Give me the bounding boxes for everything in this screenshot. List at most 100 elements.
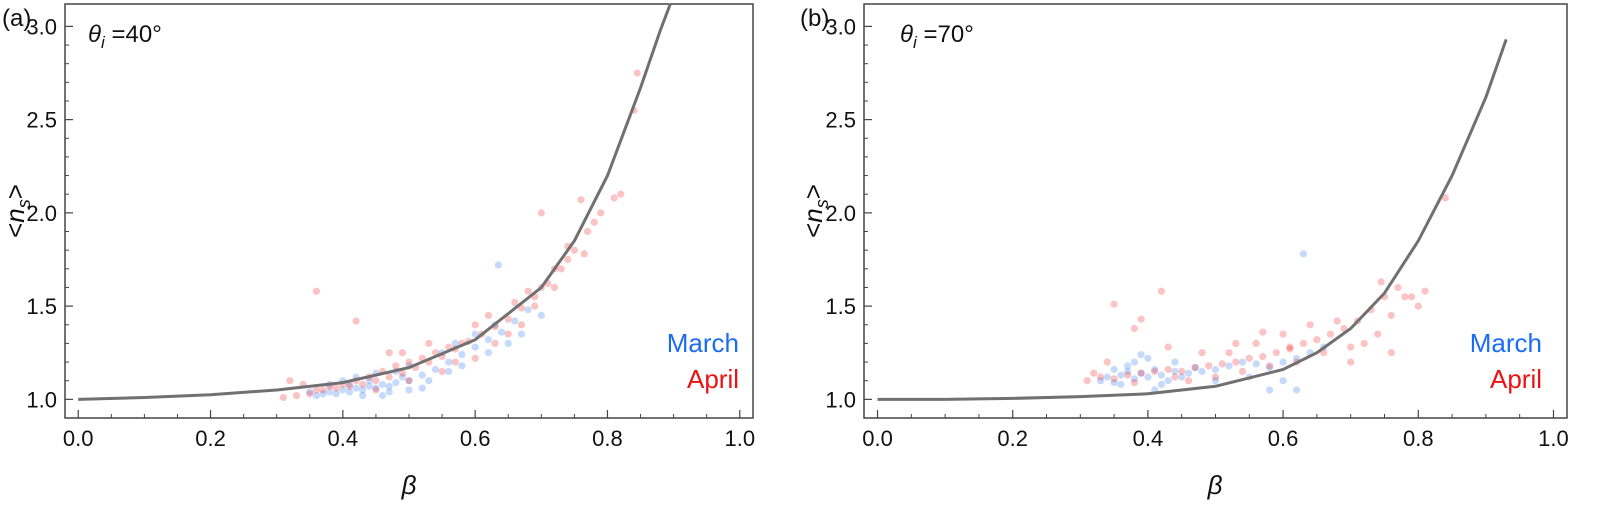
- april-point: [484, 311, 492, 319]
- april-point: [610, 194, 618, 202]
- march-point: [431, 365, 440, 374]
- legend-april: April: [687, 364, 739, 394]
- april-point: [1164, 365, 1172, 374]
- y-tick-label: 1.0: [26, 387, 57, 412]
- annotation-subscript: i: [101, 33, 106, 52]
- march-point: [332, 390, 340, 398]
- april-point: [292, 392, 301, 400]
- annotation-text: =70°: [917, 21, 974, 48]
- april-point: [1326, 330, 1334, 338]
- plot-frame: [64, 3, 754, 419]
- april-point: [1211, 373, 1220, 381]
- march-point: [1279, 358, 1287, 366]
- march-point: [1279, 377, 1287, 385]
- april-point: [511, 298, 519, 306]
- march-point: [1225, 362, 1233, 370]
- march-point: [378, 392, 387, 400]
- x-ticks: 0.0 0.2 0.4 0.6 0.8 1.0: [63, 410, 755, 451]
- march-point: [418, 371, 426, 379]
- panel-label: (a): [2, 5, 31, 32]
- march-point: [1171, 367, 1179, 375]
- y-label-open: <: [0, 223, 30, 238]
- march-point: [1151, 365, 1159, 374]
- april-point: [1198, 349, 1206, 357]
- scatter-points: [1083, 194, 1449, 394]
- march-point: [1164, 377, 1172, 385]
- angle-annotation: θi =70°: [900, 21, 974, 52]
- march-point: [385, 388, 393, 396]
- april-point: [1407, 293, 1416, 301]
- april-point: [531, 302, 539, 310]
- angle-annotation: θi =40°: [88, 21, 162, 52]
- april-point: [1286, 343, 1294, 351]
- march-point: [352, 384, 360, 392]
- march-point: [405, 377, 413, 385]
- april-point: [471, 321, 479, 329]
- march-point: [425, 377, 433, 385]
- x-tick-label: 0.8: [1403, 426, 1434, 451]
- april-point: [332, 384, 340, 392]
- april-point: [1164, 343, 1172, 351]
- april-point: [398, 349, 406, 357]
- march-point: [504, 339, 512, 347]
- chart-panel-a: (a) θi =40° 0.0 0.2 0.4 0.6 0.8 1.0 1.0 1.5 2.0…: [0, 3, 755, 500]
- april-point: [617, 190, 625, 198]
- april-point: [1387, 311, 1395, 319]
- march-point: [418, 384, 426, 392]
- april-point: [633, 69, 641, 77]
- april-point: [1333, 317, 1341, 325]
- x-tick-label: 0.0: [862, 426, 893, 451]
- annotation-text: =40°: [105, 21, 162, 48]
- april-point: [385, 373, 393, 381]
- x-tick-label: 0.0: [63, 426, 94, 451]
- april-point: [405, 377, 413, 385]
- april-point: [438, 367, 446, 375]
- march-point: [484, 336, 492, 344]
- april-point: [319, 386, 327, 394]
- y-tick-label: 2.5: [26, 108, 57, 133]
- april-point: [580, 250, 588, 258]
- april-point: [1272, 349, 1280, 357]
- april-point: [1421, 287, 1429, 295]
- march-point: [537, 311, 545, 319]
- march-point: [1124, 362, 1132, 370]
- april-point: [1394, 283, 1402, 292]
- march-point: [1157, 380, 1165, 388]
- march-point: [445, 367, 453, 375]
- april-point: [590, 218, 598, 226]
- march-point: [1130, 375, 1138, 383]
- april-point: [1225, 349, 1233, 357]
- march-point: [345, 388, 354, 396]
- april-point: [1347, 358, 1355, 366]
- march-point: [1144, 354, 1152, 362]
- april-point: [1110, 300, 1118, 308]
- march-point: [378, 380, 387, 388]
- march-point: [451, 339, 459, 347]
- april-point: [352, 317, 360, 325]
- march-point: [1137, 369, 1145, 377]
- april-point: [1218, 360, 1226, 368]
- annotation-symbol: θ: [88, 21, 101, 48]
- march-point: [306, 388, 314, 396]
- model-curve: [78, 3, 672, 401]
- march-point: [458, 351, 466, 359]
- april-point: [1090, 369, 1098, 377]
- april-point: [1252, 339, 1260, 347]
- march-point: [1266, 364, 1274, 372]
- april-point: [504, 315, 512, 323]
- x-axis-label: β: [1207, 470, 1223, 500]
- y-label-sub: s: [14, 199, 34, 208]
- march-point: [1103, 373, 1111, 381]
- march-point: [339, 386, 347, 394]
- march-point: [1171, 358, 1179, 366]
- march-point: [1211, 377, 1220, 385]
- march-point: [1097, 377, 1105, 385]
- march-point: [511, 317, 519, 325]
- april-point: [504, 330, 512, 338]
- april-point: [398, 369, 406, 377]
- scatter-points: [279, 69, 641, 402]
- march-point: [385, 382, 393, 390]
- march-point: [1238, 358, 1247, 366]
- x-axis-label: β: [401, 470, 417, 500]
